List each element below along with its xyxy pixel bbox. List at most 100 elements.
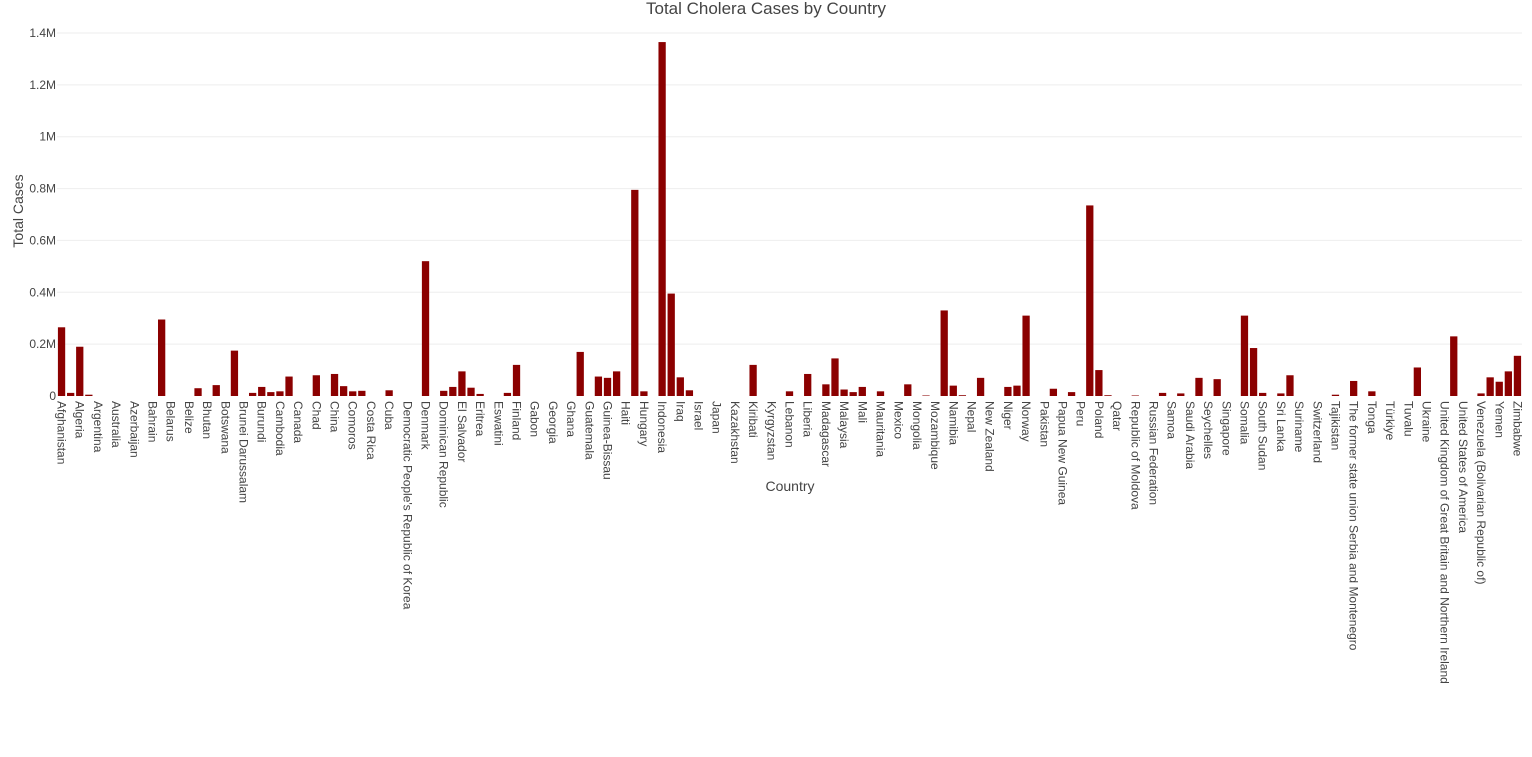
bar[interactable] — [1131, 395, 1139, 396]
bar[interactable] — [476, 393, 484, 396]
bar[interactable] — [1513, 355, 1522, 396]
bar[interactable] — [904, 384, 912, 396]
bar[interactable] — [667, 293, 675, 396]
bar[interactable] — [1177, 393, 1185, 396]
x-tick-label: Sri Lanka — [1274, 401, 1288, 452]
x-tick-label: Ukraine — [1419, 401, 1433, 443]
bar[interactable] — [1450, 336, 1458, 396]
bar[interactable] — [1004, 386, 1012, 396]
bar[interactable] — [612, 371, 621, 396]
bar[interactable] — [576, 351, 584, 396]
x-tick-label: Papua New Guinea — [1055, 401, 1069, 505]
bar[interactable] — [1095, 370, 1103, 396]
bar[interactable] — [85, 394, 93, 396]
bar[interactable] — [1086, 205, 1094, 396]
bar[interactable] — [831, 358, 839, 396]
x-tick-label: Costa Rica — [364, 401, 378, 460]
x-tick-label: Niger — [1001, 401, 1015, 430]
bar[interactable] — [822, 384, 830, 396]
bar[interactable] — [631, 189, 639, 396]
bar[interactable] — [804, 373, 812, 396]
bar[interactable] — [512, 364, 521, 396]
bar[interactable] — [1158, 392, 1167, 396]
x-tick-label: Türkiye — [1383, 401, 1397, 441]
bar[interactable] — [258, 386, 266, 396]
bar[interactable] — [1286, 375, 1294, 396]
bar[interactable] — [194, 388, 202, 396]
x-tick-label: Comoros — [346, 401, 360, 450]
bar[interactable] — [349, 391, 357, 396]
bar[interactable] — [840, 389, 848, 396]
bar[interactable] — [1413, 367, 1421, 396]
bar[interactable] — [1022, 315, 1030, 396]
bar[interactable] — [1213, 379, 1221, 396]
bar[interactable] — [312, 375, 320, 396]
bar[interactable] — [785, 391, 794, 396]
bar[interactable] — [330, 373, 339, 396]
bar[interactable] — [1049, 388, 1058, 396]
bars — [57, 42, 1522, 396]
gridlines — [57, 32, 1522, 345]
bar[interactable] — [276, 391, 284, 396]
bar[interactable] — [685, 390, 694, 396]
bar[interactable] — [1240, 315, 1249, 396]
y-tick-label: 1M — [39, 130, 56, 144]
bar[interactable] — [849, 392, 857, 396]
bar[interactable] — [458, 371, 466, 396]
x-tick-label: Republic of Moldova — [1128, 401, 1142, 510]
bar[interactable] — [594, 376, 603, 396]
bar[interactable] — [285, 376, 293, 396]
bar[interactable] — [1331, 394, 1340, 396]
bar[interactable] — [440, 390, 448, 396]
bar[interactable] — [230, 350, 239, 396]
bar[interactable] — [1277, 393, 1285, 396]
bar[interactable] — [467, 387, 475, 396]
bar[interactable] — [158, 319, 166, 396]
bar[interactable] — [1350, 380, 1358, 396]
bar[interactable] — [1259, 392, 1267, 396]
bar[interactable] — [1104, 395, 1112, 396]
bar[interactable] — [676, 377, 684, 396]
bar[interactable] — [1067, 392, 1076, 396]
bar[interactable] — [1504, 371, 1512, 396]
bar[interactable] — [67, 392, 75, 396]
bar[interactable] — [1249, 348, 1258, 396]
bar[interactable] — [958, 395, 967, 396]
bar[interactable] — [876, 391, 885, 396]
bar[interactable] — [76, 346, 84, 396]
bar[interactable] — [1495, 381, 1503, 396]
bar[interactable] — [57, 327, 66, 396]
bar[interactable] — [1368, 391, 1376, 396]
bar[interactable] — [749, 364, 757, 396]
bar[interactable] — [1486, 377, 1494, 396]
bar[interactable] — [267, 392, 275, 396]
x-tick-label: Suriname — [1292, 401, 1306, 453]
bar[interactable] — [385, 390, 393, 396]
bar[interactable] — [603, 377, 612, 396]
bar[interactable] — [1477, 393, 1485, 396]
bar[interactable] — [449, 386, 457, 396]
bar[interactable] — [1013, 385, 1021, 396]
y-tick-label: 0.4M — [29, 285, 56, 299]
bar[interactable] — [658, 42, 666, 396]
bar[interactable] — [858, 386, 866, 396]
x-tick-label: Russian Federation — [1146, 401, 1160, 505]
bar[interactable] — [922, 395, 930, 396]
bar[interactable] — [503, 392, 512, 396]
x-tick-label: Eritrea — [473, 401, 487, 437]
bar[interactable] — [248, 392, 257, 396]
bar[interactable] — [339, 386, 348, 396]
bar[interactable] — [1195, 377, 1203, 396]
bar[interactable] — [358, 390, 366, 396]
x-tick-label: Mozambique — [928, 401, 942, 470]
bar[interactable] — [640, 391, 648, 396]
x-tick-label: Mexico — [892, 401, 906, 439]
x-tick-label: Guatemala — [582, 401, 596, 460]
bar[interactable] — [212, 385, 220, 396]
x-tick-label: Argentina — [91, 401, 105, 453]
bar[interactable] — [940, 310, 948, 396]
bar[interactable] — [949, 385, 957, 396]
bar[interactable] — [421, 261, 430, 396]
x-tick-label: Samoa — [1165, 401, 1179, 439]
bar[interactable] — [976, 377, 985, 396]
